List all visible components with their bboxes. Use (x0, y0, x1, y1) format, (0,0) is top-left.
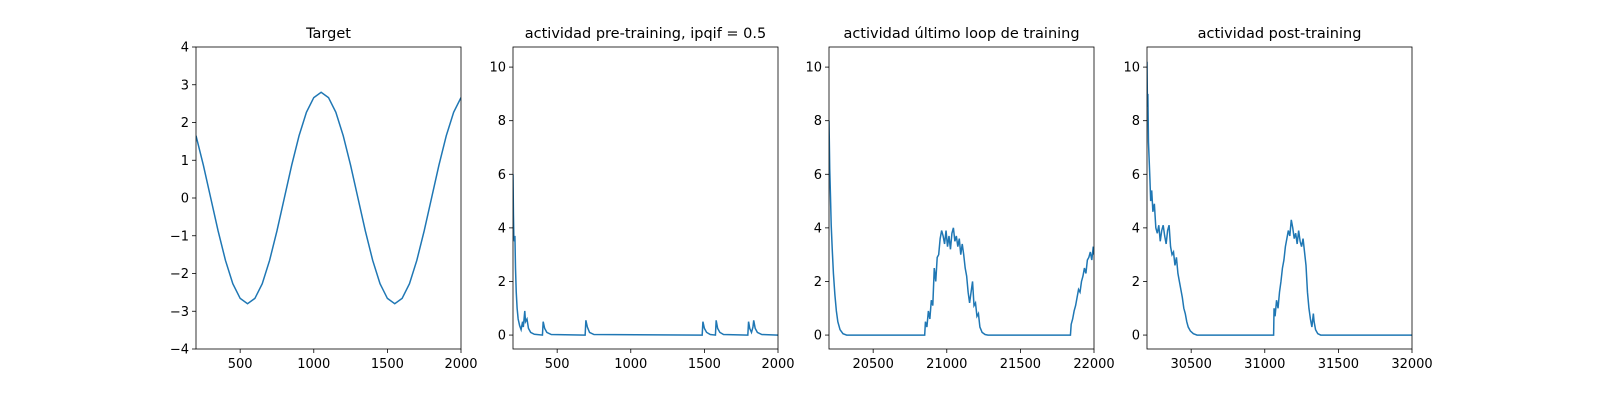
y-tick-label: 8 (1132, 114, 1140, 129)
data-line (196, 91, 461, 305)
subplot-title: Target (305, 26, 351, 42)
x-tick-label: 500 (228, 357, 253, 372)
y-tick-label: −1 (170, 229, 189, 244)
y-tick-label: 1 (181, 154, 189, 169)
x-tick-label: 30500 (1170, 357, 1211, 372)
axes-frame (828, 46, 1095, 350)
y-tick-label: 2 (498, 275, 506, 290)
y-tick-label: 10 (489, 61, 506, 76)
x-tick-label: 500 (545, 357, 570, 372)
x-tick-label: 21000 (926, 357, 967, 372)
y-tick-label: 4 (498, 221, 506, 236)
x-tick-label: 1500 (371, 357, 404, 372)
y-tick-label: 10 (805, 61, 822, 76)
axes-frame (1146, 46, 1413, 350)
y-tick-label: 4 (1132, 221, 1140, 236)
y-tick-label: 10 (1123, 61, 1140, 76)
data-line (1147, 61, 1412, 336)
subplot-title: actividad post-training (1198, 26, 1362, 42)
y-tick-label: 3 (181, 78, 189, 93)
y-tick-label: −4 (170, 343, 189, 358)
x-tick-label: 21500 (1000, 357, 1041, 372)
y-tick-label: −3 (170, 305, 189, 320)
y-tick-label: 2 (181, 116, 189, 131)
y-tick-label: 6 (1132, 168, 1140, 183)
x-tick-label: 31500 (1318, 357, 1359, 372)
y-tick-label: 6 (814, 168, 822, 183)
x-tick-label: 22000 (1073, 357, 1114, 372)
y-tick-label: 6 (498, 168, 506, 183)
x-tick-label: 32000 (1391, 357, 1432, 372)
subplot-title: actividad último loop de training (843, 26, 1079, 42)
data-line (513, 174, 778, 336)
y-tick-label: 2 (1132, 275, 1140, 290)
y-tick-label: 4 (181, 41, 189, 56)
x-tick-label: 2000 (444, 357, 477, 372)
x-tick-label: 20500 (852, 357, 893, 372)
x-tick-label: 2000 (761, 357, 794, 372)
y-tick-label: 2 (814, 275, 822, 290)
y-tick-label: 0 (1132, 329, 1140, 344)
y-tick-label: 8 (814, 114, 822, 129)
y-tick-label: 8 (498, 114, 506, 129)
x-tick-label: 31000 (1244, 357, 1285, 372)
y-tick-label: −2 (170, 267, 189, 282)
y-tick-label: 0 (814, 329, 822, 344)
y-tick-label: 4 (814, 221, 822, 236)
axes-frame (195, 46, 462, 350)
x-tick-label: 1000 (297, 357, 330, 372)
y-tick-label: 0 (498, 329, 506, 344)
x-tick-label: 1500 (688, 357, 721, 372)
axes-frame (512, 46, 779, 350)
data-line (829, 120, 1094, 336)
y-tick-label: 0 (181, 192, 189, 207)
subplot-title: actividad pre-training, ipqif = 0.5 (525, 26, 766, 42)
x-tick-label: 1000 (614, 357, 647, 372)
